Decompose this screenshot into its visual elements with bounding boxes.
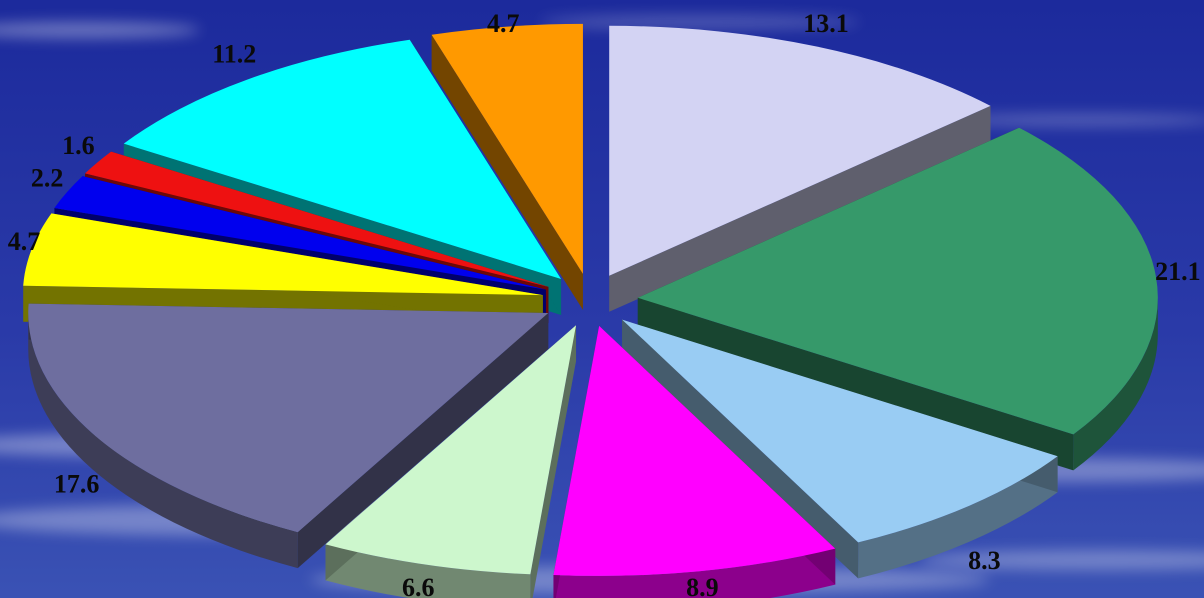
pie-slice-top (431, 23, 583, 274)
slice-value-label: 1.6 (62, 131, 95, 160)
slice-value-label: 11.2 (212, 40, 256, 69)
pie-slice-top (85, 151, 549, 287)
pie-slice-wall (530, 325, 577, 598)
cloud-streak (920, 550, 1204, 570)
slice-value-label: 17.6 (54, 469, 100, 498)
pie-slice-wall (431, 34, 583, 310)
slice-value-label: 4.7 (487, 9, 520, 38)
pie-slice-wall (609, 105, 991, 312)
pie-slice-wall (622, 319, 859, 579)
slice-value-label: 2.2 (31, 164, 64, 193)
pie-slice-rim (858, 456, 1058, 579)
pie-slice (622, 319, 1058, 579)
slice-value-label: 8.3 (968, 546, 1001, 575)
pie-slice (431, 23, 583, 310)
slice-value-label: 21.1 (1155, 257, 1201, 286)
slice-value-label: 6.6 (402, 573, 435, 598)
pie-slice-rim (28, 313, 298, 569)
pie-slice-rim (325, 544, 531, 598)
pie-slice-top (325, 325, 577, 575)
pie-slice (553, 325, 836, 598)
pie-slice-top (54, 176, 546, 290)
pie-slice-top (609, 25, 991, 276)
pie-slice (609, 25, 991, 312)
cloud-streak (540, 15, 860, 29)
cloud-streak (940, 114, 1204, 126)
pie-slice-top (28, 303, 549, 533)
pie-slice-top (123, 39, 562, 279)
pie-slice-rim (553, 548, 836, 598)
slice-value-label: 8.9 (686, 573, 719, 598)
slice-value-label: 4.7 (8, 227, 41, 256)
pie-slice (28, 303, 549, 569)
pie-slices (23, 23, 1158, 598)
pie-slice-top (637, 127, 1158, 435)
pie-labels: 13.1 21.1 8.3 8.9 6.6 17.6 4.7 2.2 1.6 11.2 4.7 (8, 9, 1201, 598)
pie-slice (325, 325, 577, 598)
pie-slice-top (23, 213, 543, 296)
pie-slice-top (622, 319, 1058, 543)
slice-value-label: 13.1 (803, 9, 849, 38)
pie-slice-top (553, 325, 836, 576)
pie-slice-rim (1073, 297, 1158, 471)
pie-slice-wall (297, 313, 549, 569)
cloud-streak (0, 22, 200, 38)
